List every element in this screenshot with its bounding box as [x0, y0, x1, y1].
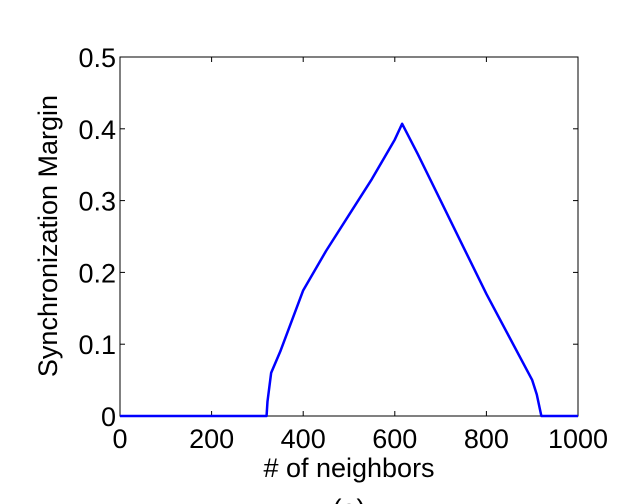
- x-axis-label: # of neighbors: [263, 453, 434, 483]
- y-tick-label: 0.4: [78, 115, 116, 145]
- plot-frame: [119, 56, 579, 417]
- x-tick-label: 400: [281, 424, 326, 454]
- line: [120, 122, 578, 418]
- x-tick-label: 800: [464, 424, 509, 454]
- x-tick-label: 0: [112, 424, 127, 454]
- y-tick-label: 0.2: [78, 258, 116, 288]
- y-tick-label: 0.3: [78, 187, 116, 217]
- x-tick-label: 600: [372, 424, 417, 454]
- y-tick-label: 0: [101, 402, 116, 432]
- y-tick-label: 0.1: [78, 330, 116, 360]
- x-tick-label: 200: [189, 424, 234, 454]
- caption: (a): [333, 494, 366, 504]
- y-axis-label: Synchronization Margin: [33, 95, 63, 377]
- x-tick-label: 1000: [548, 424, 608, 454]
- y-tick-label: 0.5: [78, 43, 116, 73]
